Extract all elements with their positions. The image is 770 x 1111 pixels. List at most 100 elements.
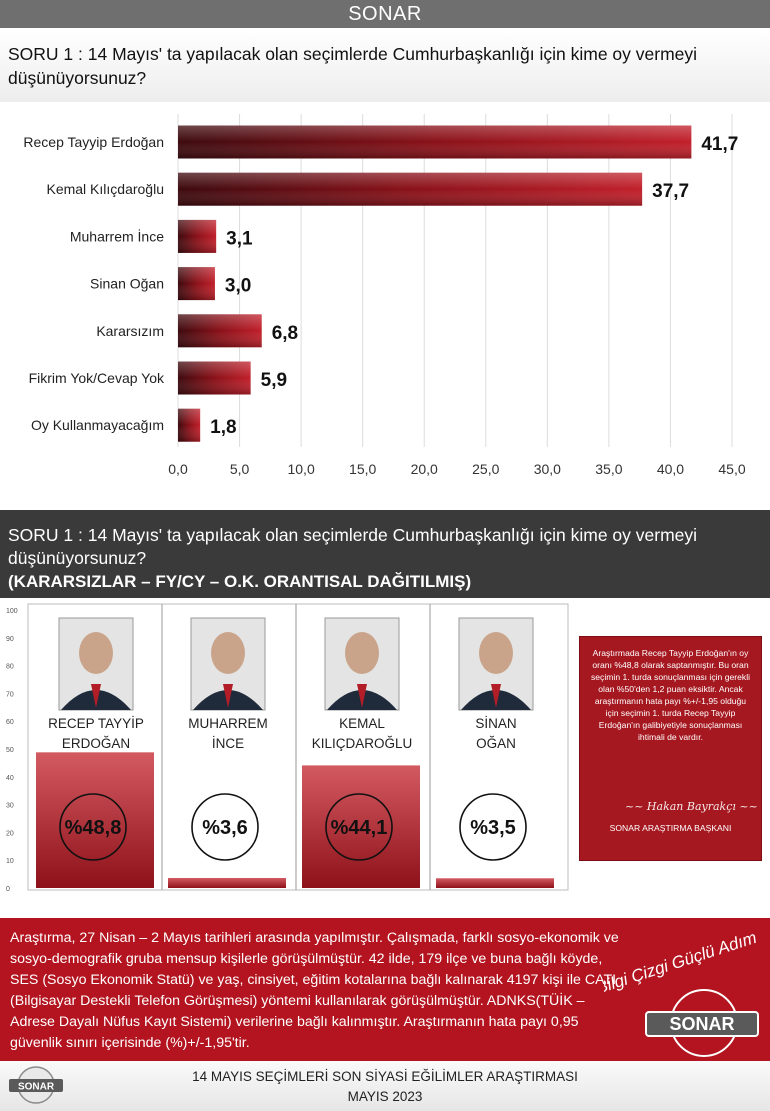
slogan-text: Bilgi Çizgi Güçlü Adım	[604, 928, 759, 998]
column-bar	[436, 878, 554, 888]
bar-shading	[178, 267, 215, 301]
value-label: 3,0	[225, 276, 251, 297]
x-tick-label: 20,0	[411, 461, 438, 477]
value-label: 5,9	[261, 370, 287, 391]
y-tick-label: 80	[6, 664, 14, 671]
note-role: SONAR ARAŞTIRMA BAŞKANI	[609, 823, 732, 833]
question1-text: SORU 1 : 14 Mayıs' ta yapılacak olan seç…	[8, 44, 698, 88]
plot-frame	[27, 603, 569, 891]
candidate-name: MUHARREM	[188, 716, 268, 731]
candidate-portrait	[458, 617, 534, 711]
report-date: MAYIS 2023	[347, 1089, 423, 1104]
x-tick-label: 10,0	[287, 461, 314, 477]
value-circle	[325, 793, 393, 861]
horizontal-bar-chart: Recep Tayyip Erdoğan 41,7 Kemal Kılıçdaroğ…	[0, 102, 770, 510]
bar-shading	[178, 125, 692, 159]
bar-shading	[178, 361, 251, 395]
section-divider	[0, 510, 770, 518]
logo-plate	[645, 1011, 759, 1037]
x-tick-label: 25,0	[472, 461, 499, 477]
value-label: 37,7	[652, 181, 689, 202]
x-tick-label: 0,0	[168, 461, 188, 477]
value-circle	[191, 793, 259, 861]
value-label: 1,8	[210, 417, 236, 438]
sonar-footer-logo: Bilgi Çizgi Güçlü Adım SONAR	[604, 928, 759, 1057]
corner-logo-plate	[9, 1079, 63, 1092]
portrait-face	[211, 632, 245, 674]
candidate-name: İNCE	[212, 736, 244, 751]
methodology-text: Araştırma, 27 Nisan – 2 Mayıs tarihleri …	[10, 930, 619, 1051]
bar-shading	[178, 219, 217, 253]
candidate-portrait	[190, 617, 266, 711]
y-tick-label: 90	[6, 636, 14, 643]
logo-text: SONAR	[669, 1014, 734, 1034]
value-circle	[459, 793, 527, 861]
value-label: %44,1	[331, 817, 388, 839]
column-bar	[302, 765, 420, 888]
value-label: %48,8	[65, 817, 122, 839]
question1-banner: SORU 1 : 14 Mayıs' ta yapılacak olan seç…	[0, 28, 770, 102]
y-tick-label: 0	[6, 886, 10, 893]
y-tick-label: 40	[6, 775, 14, 782]
vertical-bar-chart-svg: 0 10 20 30 40 50 60 70 80 90 100 RECEP TAYYİP ERDOĞ…	[6, 603, 569, 893]
candidate-name: KEMAL	[339, 716, 385, 731]
x-tick-label: 30,0	[534, 461, 561, 477]
report-footer: 14 MAYIS SEÇİMLERİ SON SİYASİ EĞİLİMLER …	[0, 1061, 770, 1111]
value-label: 41,7	[701, 134, 738, 155]
category-label: Recep Tayyip Erdoğan	[23, 134, 164, 150]
research-director-note: Araştırmada Recep Tayyip Erdoğan'ın oy o…	[579, 636, 762, 861]
category-label: Kemal Kılıçdaroğlu	[46, 181, 164, 197]
x-tick-label: 5,0	[230, 461, 250, 477]
sonar-corner-logo: SONAR	[9, 1066, 63, 1104]
value-label: %3,6	[202, 817, 248, 839]
candidate-portrait	[58, 617, 134, 711]
category-label: Oy Kullanmayacağım	[31, 417, 164, 433]
y-tick-label: 60	[6, 719, 14, 726]
question2-text: SORU 1 : 14 Mayıs' ta yapılacak olan seç…	[8, 525, 698, 568]
category-label: Muharrem İnce	[70, 227, 164, 244]
page-header: SONAR	[0, 0, 770, 28]
y-tick-label: 30	[6, 803, 14, 810]
y-tick-label: 100	[6, 608, 18, 615]
bar-shading	[178, 172, 643, 206]
candidate-name: RECEP TAYYİP	[48, 716, 144, 731]
signature-mark: ~~ Hakan Bayrakçı ~~	[625, 800, 758, 813]
brand-title: SONAR	[348, 3, 422, 25]
portrait-tie	[223, 684, 233, 708]
value-circle	[59, 793, 127, 861]
candidate-name: SİNAN	[475, 716, 516, 731]
portrait-tie	[357, 684, 367, 708]
column-bar	[36, 752, 154, 888]
note-text: Araştırmada Recep Tayyip Erdoğan'ın oy o…	[590, 648, 751, 742]
horizontal-bar-chart-svg: Recep Tayyip Erdoğan 41,7 Kemal Kılıçdaroğ…	[23, 114, 746, 477]
y-tick-label: 20	[6, 830, 14, 837]
x-tick-label: 15,0	[349, 461, 376, 477]
x-tick-label: 45,0	[718, 461, 745, 477]
candidate-name: OĞAN	[476, 736, 516, 751]
report-title: 14 MAYIS SEÇİMLERİ SON SİYASİ EĞİLİMLER …	[192, 1069, 578, 1084]
portrait-face	[479, 632, 513, 674]
y-tick-label: 70	[6, 691, 14, 698]
portrait-tie	[91, 684, 101, 708]
candidate-name: KILIÇDAROĞLU	[312, 736, 413, 751]
bar-shading	[178, 408, 201, 442]
portrait-face	[79, 632, 113, 674]
corner-logo-text: SONAR	[18, 1082, 55, 1093]
x-tick-label: 35,0	[595, 461, 622, 477]
bar-shading	[178, 314, 262, 348]
portrait-face	[345, 632, 379, 674]
category-label: Fikrim Yok/Cevap Yok	[29, 370, 165, 386]
category-label: Sinan Oğan	[90, 276, 164, 292]
question2-subtitle: (KARARSIZLAR – FY/CY – O.K. ORANTISAL DA…	[8, 572, 472, 591]
candidate-name: ERDOĞAN	[62, 736, 130, 751]
y-tick-label: 50	[6, 747, 14, 754]
portrait-tie	[491, 684, 501, 708]
value-label: 3,1	[226, 228, 253, 249]
candidate-portrait	[324, 617, 400, 711]
x-tick-label: 40,0	[657, 461, 684, 477]
y-tick-label: 10	[6, 858, 14, 865]
column-bar	[168, 877, 286, 888]
value-label: %3,5	[470, 817, 516, 839]
category-label: Kararsızım	[96, 323, 164, 339]
question2-banner: SORU 1 : 14 Mayıs' ta yapılacak olan seç…	[0, 518, 770, 598]
